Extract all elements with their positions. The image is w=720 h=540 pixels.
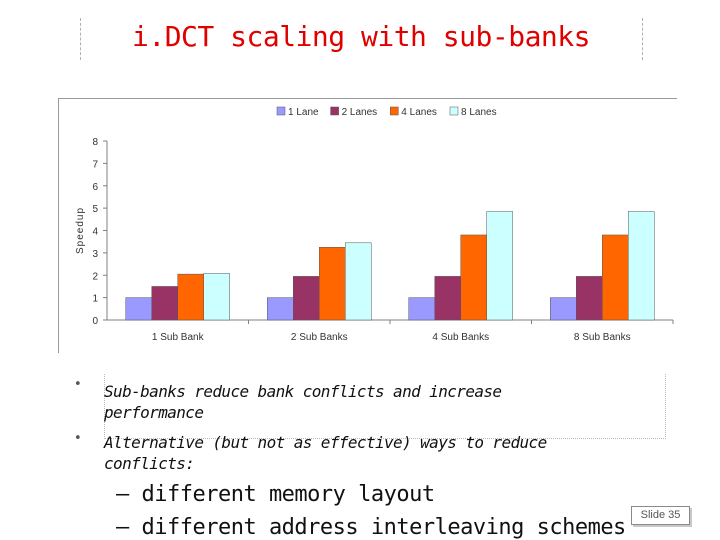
bar [434, 276, 461, 321]
bar [408, 297, 435, 321]
y-tick-label: 1 [92, 294, 98, 305]
bar [550, 297, 577, 321]
y-tick-label: 2 [92, 271, 98, 282]
y-tick-label: 3 [92, 249, 98, 260]
x-tick-label: 4 Sub Banks [432, 332, 489, 343]
legend-label: 4 Lanes [401, 107, 437, 118]
bar [293, 276, 320, 321]
x-tick-label: 8 Sub Banks [574, 332, 631, 343]
legend-label: 8 Lanes [461, 107, 497, 118]
bar [203, 273, 230, 321]
legend-swatch [330, 106, 339, 116]
y-tick-label: 4 [92, 227, 98, 238]
bar [345, 242, 372, 321]
title-frame-right [642, 18, 643, 60]
x-tick-label: 1 Sub Bank [152, 332, 205, 343]
sub-item-memory-layout: – different memory layout [116, 482, 435, 507]
bullets-frame [104, 374, 666, 439]
bar [125, 297, 152, 321]
bar [628, 211, 655, 321]
bar [486, 211, 513, 321]
y-tick-label: 8 [92, 137, 98, 148]
bullet-1-line-2: performance [104, 403, 204, 422]
speedup-bar-chart: 0 1 2 3 4 5 6 7 8 Speedup 1 Sub Bank 2 Sub Banks 4 S… [75, 106, 674, 343]
y-tick-label: 5 [92, 204, 98, 215]
bar [177, 273, 204, 321]
y-axis-label: Speedup [75, 207, 86, 254]
y-tick-label: 7 [92, 159, 98, 170]
sub-item-address-interleaving: – different address interleaving schemes [116, 515, 626, 540]
bar [319, 247, 346, 321]
bar [602, 234, 629, 321]
x-tick-label: 2 Sub Banks [291, 332, 348, 343]
slide-number-badge: Slide 35 [631, 506, 690, 525]
legend-label: 2 Lanes [342, 107, 378, 118]
bullet-marker-1: • [74, 377, 82, 392]
y-tick-label: 6 [92, 182, 98, 193]
bar [576, 276, 603, 321]
bullet-2-line-1: Alternative (but not as effective) ways … [104, 433, 547, 452]
bullet-1-line-1: Sub-banks reduce bank conflicts and incr… [104, 382, 502, 401]
legend-label: 1 Lane [288, 107, 319, 118]
bar [151, 286, 178, 321]
bar [267, 297, 294, 321]
title-frame-left [80, 18, 81, 60]
legend-swatch [276, 106, 286, 116]
bullet-marker-2: • [74, 431, 82, 446]
legend-swatch [390, 106, 399, 116]
y-tick-label: 0 [92, 316, 98, 327]
slide-title: i.DCT scaling with sub-banks [131, 20, 591, 53]
bullet-2-line-2: conflicts: [104, 454, 195, 473]
legend-swatch [449, 106, 459, 116]
chart-area: 0 1 2 3 4 5 6 7 8 Speedup 1 Sub Bank 2 Sub Banks 4 S… [58, 98, 677, 353]
bar [460, 234, 487, 321]
